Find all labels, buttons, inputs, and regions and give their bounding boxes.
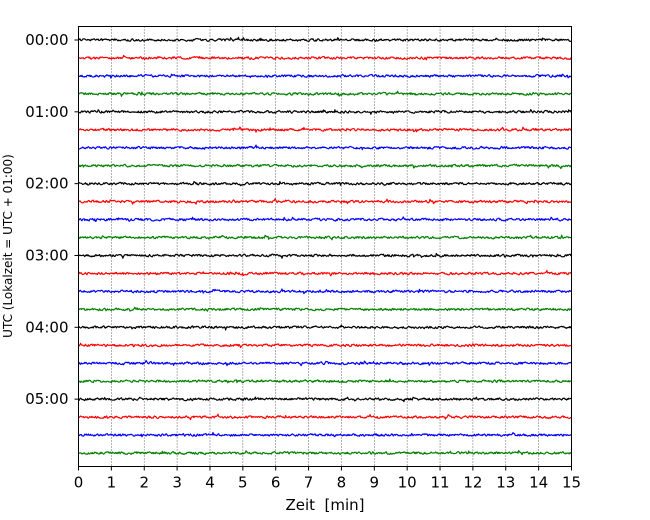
x-tick-label-7: 7: [304, 474, 314, 492]
x-tick-label-4: 4: [205, 474, 215, 492]
y-tick-label-5: 05:00: [25, 390, 68, 408]
x-tick-label-13: 13: [496, 474, 515, 492]
y-axis-label: UTC (Lokalzeit = UTC + 01:00): [1, 154, 15, 338]
trace-0545: [78, 449, 572, 456]
x-tick-label-0: 0: [74, 474, 84, 492]
trace-0515: [78, 413, 572, 421]
x-tick-label-2: 2: [139, 474, 149, 492]
trace-0000: [78, 36, 572, 43]
trace-0145: [78, 163, 572, 170]
seismogram-traces: [77, 36, 573, 456]
x-tick-label-10: 10: [398, 474, 417, 492]
x-tick-label-5: 5: [238, 474, 248, 492]
plot-frame: [78, 26, 572, 467]
x-tick-label-14: 14: [529, 474, 548, 492]
y-axis-ticks: 00:00 01:00 02:00 03:00 04:00 05:00: [25, 31, 79, 408]
trace-0415: [78, 342, 572, 349]
trace-0215: [78, 198, 572, 205]
trace-0030: [78, 73, 572, 79]
trace-0445: [78, 378, 572, 384]
x-tick-label-8: 8: [337, 474, 347, 492]
trace-0130: [78, 144, 572, 151]
trace-0015: [78, 54, 572, 61]
x-axis-label: Zeit [min]: [285, 496, 364, 514]
y-tick-label-1: 01:00: [25, 103, 68, 121]
trace-0500: [78, 396, 572, 403]
x-axis-ticks: 0 1 2 3 4 5 6 7 8 9 10 11 12 13 14 15: [74, 466, 581, 492]
x-tick-label-11: 11: [430, 474, 449, 492]
trace-0400: [78, 324, 572, 331]
y-tick-label-2: 02:00: [25, 175, 68, 193]
trace-0200: [78, 181, 573, 187]
trace-0245: [77, 234, 572, 241]
x-tick-label-9: 9: [370, 474, 380, 492]
trace-0315: [78, 269, 573, 277]
trace-0530: [77, 431, 572, 438]
trace-0115: [78, 126, 572, 133]
x-tick-label-1: 1: [107, 474, 117, 492]
trace-0430: [78, 359, 572, 367]
x-tick-label-6: 6: [271, 474, 281, 492]
x-tick-label-12: 12: [463, 474, 482, 492]
trace-0345: [78, 306, 572, 312]
trace-0100: [78, 109, 573, 115]
y-tick-label-3: 03:00: [25, 246, 68, 264]
x-tick-label-15: 15: [562, 474, 581, 492]
trace-0045: [78, 90, 572, 97]
y-tick-label-4: 04:00: [25, 318, 68, 336]
trace-0330: [78, 288, 572, 295]
trace-0300: [78, 252, 572, 259]
x-tick-label-3: 3: [172, 474, 182, 492]
vertical-grid: [111, 26, 539, 467]
y-tick-label-0: 00:00: [25, 31, 68, 49]
trace-0230: [78, 216, 572, 222]
